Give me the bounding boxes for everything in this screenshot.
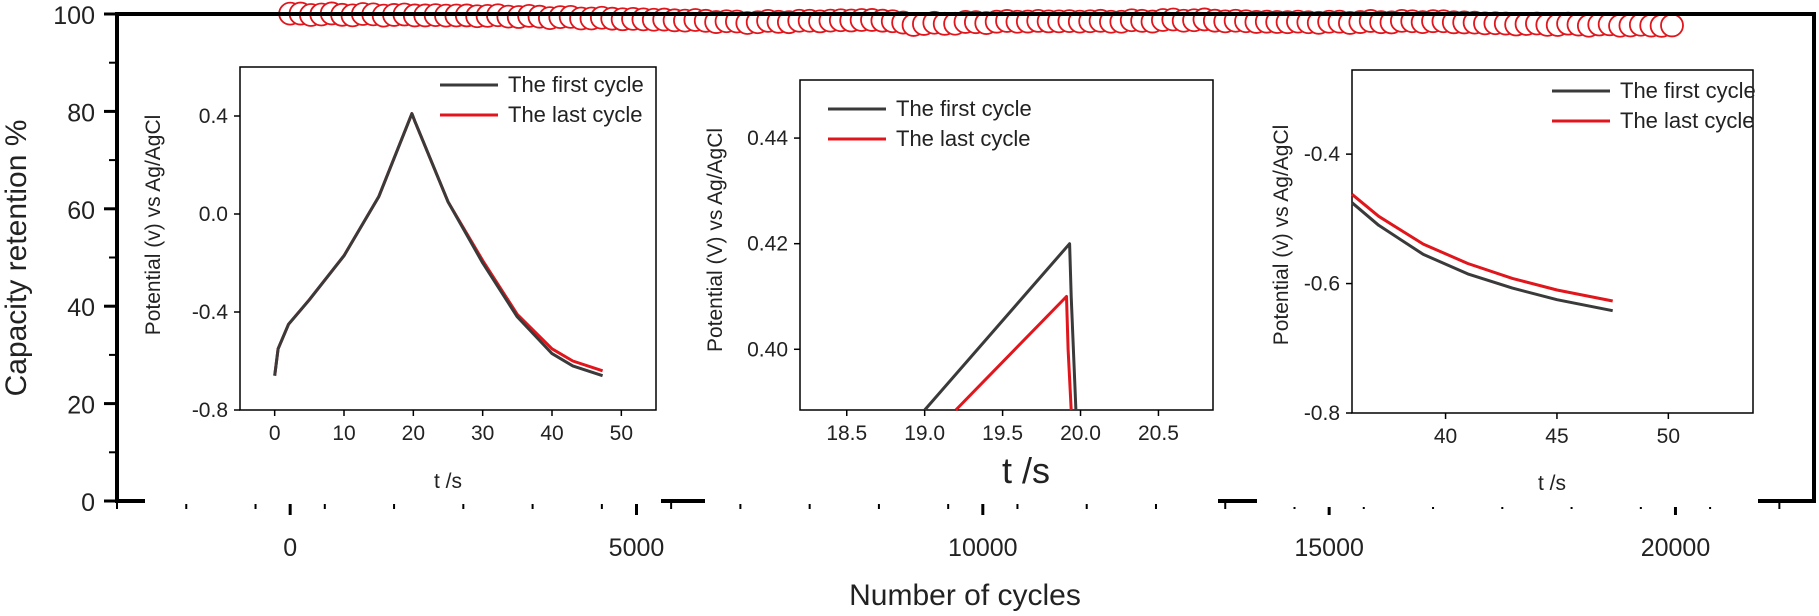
inset-1-y-tick-label: -0.4 (192, 301, 229, 324)
inset-2-series-last-cycle (954, 295, 1073, 412)
inset-1-x-axis-label: t /s (434, 470, 462, 493)
inset-1-y-tick-label: 0.0 (199, 203, 228, 226)
main-x-tick-label: 0 (283, 534, 297, 562)
inset-2-series-first-cycle (923, 242, 1078, 411)
inset-2-legend-label-last: The last cycle (896, 126, 1031, 151)
inset-1-frame (239, 66, 657, 411)
inset-1-y-axis-label: Potential (v) vs Ag/AgCl (142, 115, 165, 336)
inset-2-legend-label-first: The first cycle (896, 96, 1032, 121)
inset-3-x-tick-label: 45 (1545, 425, 1568, 448)
inset-1-y-tick-label: -0.8 (192, 399, 228, 422)
main-x-axis-label: Number of cycles (849, 579, 1081, 612)
inset-3-y-tick-label: -0.8 (1304, 402, 1340, 425)
inset-2-chart: t /s Potential (V) vs Ag/AgCl 18.5 19.0 19… (704, 74, 1218, 504)
inset-2-x-tick-label: 19.0 (904, 422, 945, 445)
inset-1-x-tick-label: 50 (610, 422, 633, 445)
inset-1-y-tick-label: 0.4 (199, 105, 229, 128)
inset-2-background (705, 74, 1218, 504)
inset-2-x-tick-label: 19.5 (982, 422, 1023, 445)
inset-3-y-tick-label: -0.4 (1304, 143, 1341, 166)
inset-3-x-tick-label: 50 (1657, 425, 1680, 448)
inset-3-series-last-cycle (1351, 193, 1613, 303)
main-y-tick-label: 40 (67, 294, 95, 322)
inset-2-y-axis-label: Potential (V) vs Ag/AgCl (704, 128, 727, 352)
inset-3-chart: t /s Potential (v) vs Ag/AgCl 40 45 50 -0.8… (1257, 64, 1758, 507)
main-x-tick-label: 10000 (948, 534, 1018, 562)
inset-1-x-tick-label: 20 (402, 422, 425, 445)
inset-3-x-axis-label: t /s (1538, 472, 1566, 495)
inset-1-x-tick-label: 30 (471, 422, 494, 445)
inset-1-x-tick-label: 10 (332, 422, 355, 445)
inset-2-frame (799, 79, 1214, 411)
inset-3-legend-label-first: The first cycle (1620, 78, 1756, 103)
capacity-retention-point (1660, 13, 1684, 38)
inset-1-series-first-cycle (273, 112, 604, 378)
inset-2-y-tick-label: 0.42 (747, 233, 788, 256)
inset-2-x-axis-label: t /s (1002, 450, 1050, 491)
inset-2-x-tick-label: 20.0 (1060, 422, 1101, 445)
main-series-points (278, 1, 1684, 38)
main-y-tick-label: 20 (67, 392, 95, 420)
main-y-axis-label: Capacity retention % (0, 120, 33, 397)
main-x-tick-label: 5000 (609, 534, 665, 562)
inset-1-legend-label-first: The first cycle (508, 72, 644, 97)
inset-1-x-tick-label: 40 (540, 422, 563, 445)
main-y-tick-label: 0 (81, 489, 95, 517)
main-x-tick-label: 20000 (1641, 534, 1711, 562)
main-x-tick-label: 15000 (1294, 534, 1364, 562)
inset-3-series-first-cycle (1351, 201, 1613, 313)
inset-1-x-tick-label: 0 (269, 422, 281, 445)
inset-2-y-tick-label: 0.44 (747, 127, 788, 150)
inset-2-x-tick-label: 20.5 (1138, 422, 1179, 445)
inset-3-legend-label-last: The last cycle (1620, 108, 1755, 133)
inset-1-chart: t /s Potential (v) vs Ag/AgCl 0 10 20 30 40 5… (142, 61, 661, 504)
inset-1-legend-label-last: The last cycle (508, 102, 643, 127)
inset-3-y-tick-label: -0.6 (1304, 273, 1340, 296)
inset-2-x-tick-label: 18.5 (826, 422, 867, 445)
main-y-tick-label: 60 (67, 197, 95, 225)
main-y-tick-label: 80 (67, 99, 95, 127)
inset-3-x-tick-label: 40 (1434, 425, 1457, 448)
inset-2-y-tick-label: 0.40 (747, 338, 788, 361)
main-y-tick-label: 100 (53, 2, 95, 30)
inset-3-frame (1351, 69, 1754, 414)
inset-3-y-axis-label: Potential (v) vs Ag/AgCl (1270, 125, 1293, 346)
